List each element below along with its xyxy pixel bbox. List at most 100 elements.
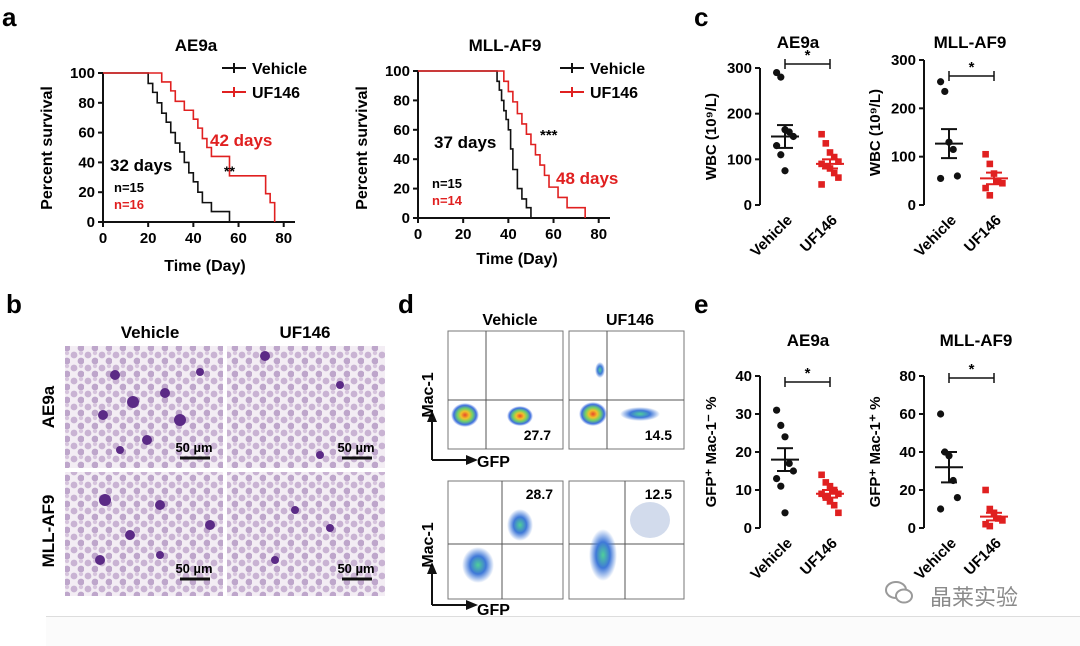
data-point-vehicle — [953, 172, 962, 180]
data-point-uf146 — [822, 479, 830, 486]
y-axis-label: GFP⁺ Mac-1⁻ % — [703, 397, 720, 508]
panel-letter-b: b — [6, 289, 22, 319]
dot-plot: MLL-AF9 GFP⁺ Mac-1⁺ % 0 20 40 60 80 Vehicle UF14… — [867, 331, 1012, 583]
y-axis-label: WBC (10⁹/L) — [867, 89, 884, 176]
data-point-vehicle — [773, 475, 781, 483]
axis-label-gfp: GFP — [477, 602, 510, 619]
plot-title: AE9a — [777, 33, 820, 52]
x-tick-label: 0 — [414, 226, 422, 243]
cell-population — [579, 402, 607, 426]
cell-population — [589, 529, 617, 581]
category-label: Vehicle — [911, 212, 960, 261]
category-label: Vehicle — [747, 535, 796, 584]
data-point-uf146 — [986, 160, 994, 168]
panel-letter-d: d — [398, 289, 414, 319]
y-tick-label: 200 — [727, 106, 752, 123]
cell-population — [462, 547, 494, 583]
plot-title: AE9a — [787, 331, 830, 350]
col-label-vehicle: Vehicle — [482, 312, 537, 329]
panel-a-left: AE9a Percent survival 0 20 40 60 80 100 0 20 40… — [39, 36, 307, 275]
data-point-uf146 — [818, 130, 825, 138]
median-vehicle: 37 days — [434, 133, 496, 152]
y-axis-label: GFP⁺ Mac-1⁺ % — [867, 397, 884, 508]
data-point-vehicle — [773, 406, 781, 414]
data-point-uf146 — [982, 184, 989, 192]
data-point-uf146 — [986, 505, 994, 513]
category-label: Vehicle — [747, 212, 796, 261]
data-point-vehicle — [937, 505, 945, 513]
category-label: Vehicle — [911, 535, 960, 584]
scale-bar-label: 50 µm — [337, 561, 374, 576]
data-point-uf146 — [835, 158, 842, 165]
panel-letter-e: e — [694, 289, 708, 319]
data-point-uf146 — [822, 140, 830, 147]
data-point-vehicle — [781, 167, 789, 175]
legend-label-uf146: UF146 — [252, 85, 300, 102]
survival-curve-uf146 — [103, 72, 276, 222]
cell-population — [451, 403, 479, 427]
data-point-vehicle — [777, 151, 785, 159]
col-label-uf146: UF146 — [606, 312, 654, 329]
y-tick-label: 300 — [727, 60, 752, 77]
x-ticks: 0 20 40 60 80 — [414, 218, 607, 243]
y-tick-label: 20 — [899, 482, 916, 499]
data-point-vehicle — [781, 433, 789, 441]
panel-d: Vehicle UF146 27.7 14.5 28.7 12.5 — [420, 312, 685, 619]
data-point-uf146 — [826, 482, 834, 490]
y-ticks: 0 20 40 60 80 100 — [385, 63, 418, 227]
category-label: UF146 — [797, 535, 841, 579]
y-tick-label: 20 — [393, 181, 410, 198]
data-point-uf146 — [999, 179, 1006, 187]
watermark: 晶莱实验 — [906, 580, 1018, 612]
y-tick-label: 200 — [891, 100, 916, 117]
flow-plot-mll-vehicle — [447, 480, 564, 600]
y-tick-label: 100 — [891, 149, 916, 166]
n-uf146: n=14 — [432, 193, 463, 208]
significance-star: * — [969, 361, 975, 378]
row-label-ae9a: AE9a — [39, 385, 58, 428]
y-tick-label: 0 — [744, 197, 752, 214]
data-point-vehicle — [937, 78, 945, 86]
y-axis-label: WBC (10⁹/L) — [703, 93, 720, 180]
watermark-text: 晶莱实验 — [930, 586, 1019, 611]
x-tick-label: 20 — [455, 226, 472, 243]
quadrant-value: 28.7 — [526, 486, 553, 502]
data-point-uf146 — [994, 177, 1002, 185]
data-point-uf146 — [982, 520, 989, 528]
leukemic-cells — [95, 351, 344, 565]
data-point-vehicle — [789, 467, 798, 475]
y-tick-label: 40 — [393, 151, 410, 168]
y-tick-label: 300 — [891, 52, 916, 69]
median-vehicle: 32 days — [110, 156, 172, 175]
data-point-uf146 — [986, 192, 994, 199]
data-point-vehicle — [785, 459, 793, 467]
cell-population — [507, 509, 533, 541]
data-point-uf146 — [835, 174, 842, 181]
data-point-uf146 — [818, 181, 825, 188]
significance-star: * — [805, 365, 811, 382]
data-point-uf146 — [982, 486, 989, 494]
n-uf146: n=16 — [114, 197, 144, 212]
median-uf146: 48 days — [556, 169, 618, 188]
y-tick-label: 100 — [385, 63, 410, 80]
data-point-uf146 — [830, 153, 838, 161]
x-tick-label: 60 — [230, 230, 247, 247]
data-point-uf146 — [822, 162, 830, 170]
cell-population — [620, 407, 660, 421]
panel-a-right-xlabel: Time (Day) — [476, 251, 558, 268]
n-vehicle: n=15 — [432, 176, 462, 191]
data-point-vehicle — [781, 509, 789, 517]
x-tick-label: 40 — [185, 230, 202, 247]
micrograph-mll-uf146 — [227, 472, 385, 596]
y-tick-label: 100 — [70, 65, 95, 82]
data-point-uf146 — [818, 471, 825, 479]
micrograph-mll-vehicle — [65, 472, 223, 596]
x-tick-label: 40 — [500, 226, 517, 243]
flow-plot-ae9a-vehicle — [447, 330, 564, 450]
quadrant-value: 14.5 — [645, 427, 672, 443]
dot-plot: AE9a WBC (10⁹/L) 0 100 200 300 Vehicle UF146 * — [703, 33, 844, 260]
axis-label-mac1: Mac-1 — [420, 372, 437, 417]
panel-letter-c: c — [694, 2, 708, 32]
legend-label-vehicle: Vehicle — [590, 61, 645, 78]
y-tick-label: 40 — [899, 444, 916, 461]
